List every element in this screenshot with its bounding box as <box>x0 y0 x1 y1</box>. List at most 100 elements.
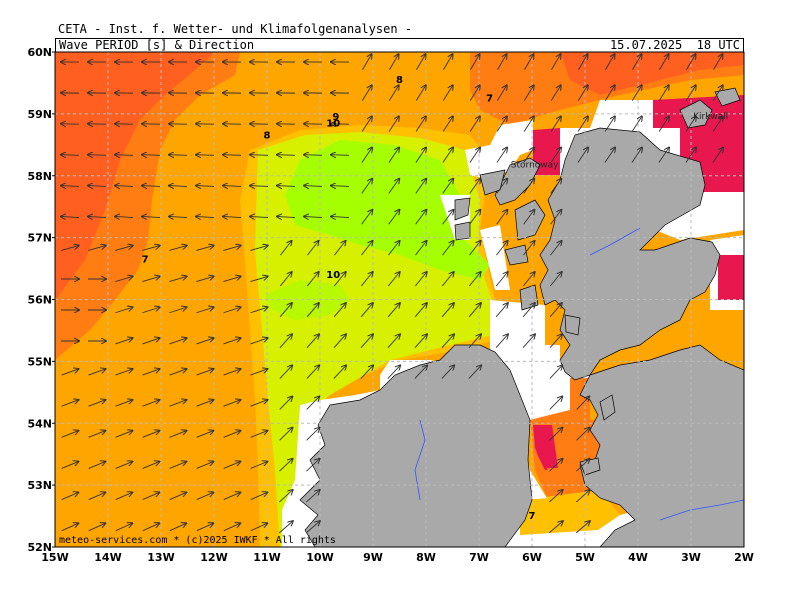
graticule <box>55 52 744 547</box>
direction-arrow <box>280 241 291 256</box>
direction-arrow <box>415 210 427 225</box>
land-mull <box>504 244 529 266</box>
direction-arrow <box>442 148 453 163</box>
land-arran <box>564 314 581 336</box>
direction-arrow <box>469 210 481 225</box>
direction-arrow <box>658 148 669 163</box>
direction-arrow <box>578 54 587 70</box>
direction-arrow <box>362 54 371 70</box>
direction-arrow <box>361 116 372 132</box>
direction-arrow <box>306 272 318 287</box>
direction-arrow <box>88 216 107 217</box>
longitude-label: 12W <box>200 551 227 564</box>
direction-arrow <box>577 116 588 132</box>
direction-arrow <box>361 179 372 194</box>
direction-arrow <box>250 492 268 500</box>
latitude-label: 52N <box>27 541 52 554</box>
direction-arrow <box>360 334 373 349</box>
direction-arrow <box>387 272 399 287</box>
direction-arrow <box>550 116 561 132</box>
direction-arrow <box>523 210 535 225</box>
direction-arrow <box>522 303 535 318</box>
direction-arrow <box>115 369 133 376</box>
direction-arrow <box>522 334 535 349</box>
direction-arrow <box>443 54 452 70</box>
longitude-labels: 15W 14W 13W 12W 11W 10W 9W 8W 7W 6W 5W 4W 3W 2W <box>41 551 754 564</box>
direction-arrow <box>142 186 161 187</box>
direction-arrow <box>576 490 589 503</box>
direction-arrow <box>61 155 80 156</box>
direction-arrow <box>223 186 242 187</box>
direction-arrow <box>360 365 373 379</box>
direction-arrow <box>223 462 241 469</box>
direction-arrow <box>576 428 590 441</box>
direction-arrow <box>304 155 323 156</box>
latitude-label: 54N <box>27 417 52 430</box>
longitude-label: 15W <box>41 551 68 564</box>
direction-arrow <box>279 303 292 318</box>
land-uist <box>454 197 471 221</box>
direction-arrow <box>115 307 132 314</box>
direction-arrow <box>250 276 267 283</box>
direction-arrow <box>278 521 293 534</box>
direction-arrow <box>658 116 669 132</box>
direction-arrow <box>549 365 562 379</box>
direction-arrow <box>549 334 562 349</box>
place-label: Kirkwall <box>693 112 728 122</box>
direction-arrow <box>61 431 79 438</box>
direction-arrow <box>388 210 400 225</box>
map-valid-time: 15.07.2025 18 UTC <box>609 38 740 52</box>
direction-arrow <box>142 338 159 345</box>
direction-arrow <box>496 85 506 101</box>
direction-arrow <box>223 216 242 217</box>
direction-arrow <box>523 85 533 101</box>
direction-arrow <box>169 369 187 376</box>
direction-arrow <box>550 241 561 256</box>
direction-arrow <box>196 276 213 283</box>
direction-arrow <box>523 148 534 163</box>
direction-arrow <box>387 303 400 318</box>
map-header-bar: Wave_PERIOD_[s]_&_Direction 15.07.2025 1… <box>55 38 744 52</box>
direction-arrow <box>169 492 187 500</box>
direction-arrow <box>306 365 319 379</box>
direction-arrow <box>279 490 292 503</box>
direction-arrow <box>415 241 426 256</box>
direction-arrow <box>576 397 590 410</box>
contour-label: 8 <box>396 75 403 86</box>
direction-arrow <box>223 369 241 376</box>
direction-arrow <box>279 272 291 287</box>
direction-arrow <box>604 85 614 101</box>
direction-arrow <box>496 241 507 256</box>
direction-arrow <box>196 431 214 438</box>
direction-arrow <box>250 462 268 469</box>
direction-arrow <box>415 85 425 101</box>
direction-arrow <box>495 334 508 349</box>
direction-arrow <box>142 307 159 314</box>
direction-arrow <box>196 186 215 187</box>
direction-arrow <box>169 338 186 345</box>
direction-arrow <box>61 186 80 187</box>
direction-arrow <box>685 85 695 101</box>
direction-arrow <box>115 155 134 156</box>
direction-arrow <box>142 431 160 438</box>
contour-label: 7 <box>529 511 536 522</box>
direction-arrow <box>497 54 506 70</box>
direction-arrow <box>88 523 105 532</box>
direction-arrow <box>223 246 240 251</box>
latitude-label: 60N <box>27 46 52 59</box>
direction-arrow <box>549 490 562 503</box>
direction-arrow <box>441 272 453 287</box>
direction-arrow <box>250 155 269 156</box>
wave-direction-arrows <box>61 54 723 534</box>
longitude-label: 5W <box>575 551 595 564</box>
direction-arrow <box>223 400 241 407</box>
direction-arrow <box>469 116 480 132</box>
period-6-east-area <box>718 255 744 300</box>
direction-arrow <box>496 179 507 194</box>
direction-arrow <box>304 186 323 187</box>
direction-arrow <box>442 241 453 256</box>
direction-arrow <box>685 116 696 132</box>
direction-arrow <box>549 272 561 287</box>
direction-arrow <box>388 179 399 194</box>
